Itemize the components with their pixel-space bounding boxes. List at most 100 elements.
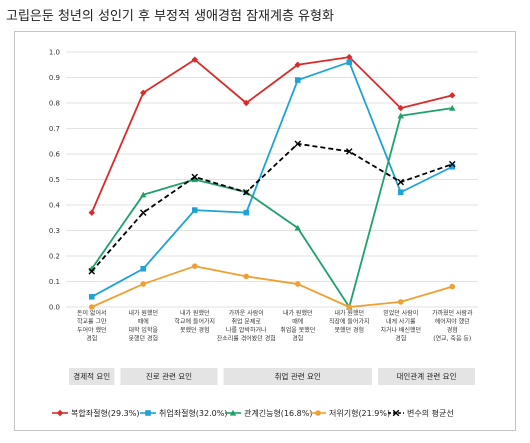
y-tick-label: 1.0 [49, 49, 60, 57]
series-group [88, 140, 456, 275]
data-point [140, 265, 147, 272]
data-point [345, 148, 353, 155]
data-point [315, 410, 321, 416]
data-point [139, 209, 147, 216]
series-group [88, 53, 456, 216]
y-tick-label: 0.6 [49, 151, 61, 159]
y-tick-label: 0.9 [49, 74, 60, 82]
legend: 복합좌절형(29.3%) 취업좌절형(32.0%) 관계긴능형(16.8%) 저위기형… [52, 408, 454, 418]
data-point [242, 188, 250, 196]
data-point [294, 224, 301, 231]
series-line [91, 61, 453, 298]
series-lines [88, 53, 456, 310]
chart-gridlines [66, 51, 478, 308]
legend-label: 복합좌절형(29.3%) [71, 409, 139, 418]
data-point [346, 53, 353, 61]
data-point [243, 99, 250, 107]
data-point [88, 209, 95, 216]
data-point [229, 409, 237, 416]
data-point [243, 209, 250, 216]
data-point [191, 263, 198, 270]
data-point [243, 273, 250, 280]
series-line [91, 142, 453, 272]
data-point [145, 410, 151, 416]
y-tick-label: 0.8 [49, 100, 60, 108]
y-tick-label: 0.0 [49, 304, 60, 312]
y-tick-label: 0.1 [49, 278, 60, 286]
category-group-box [120, 368, 218, 385]
data-point [392, 409, 400, 417]
y-tick-label: 0.7 [49, 125, 60, 133]
data-point [191, 56, 198, 63]
category-label: 대학 입학을 [128, 326, 158, 334]
series-group [88, 263, 456, 310]
category-label: 학교를 그만 [77, 318, 107, 326]
category-label: 내가 원했던 [180, 309, 210, 317]
data-point [346, 304, 353, 310]
y-tick-label: 0.3 [49, 227, 60, 235]
data-point [56, 409, 64, 417]
data-point [140, 191, 147, 198]
category-label: 가까웠던 사람과 [432, 309, 473, 317]
legend-item: 관계긴능형(16.8%) [225, 408, 312, 418]
legend-item: 취업좌절형(32.0%) [140, 409, 227, 418]
data-point [191, 176, 198, 183]
category-label: 믿었던 사람이 [383, 309, 418, 317]
series-group [88, 104, 456, 310]
category-label: 경험 [447, 326, 458, 334]
category-label: 경험 [395, 335, 406, 343]
legend-label: 저위기형(21.9%) [329, 409, 390, 418]
series-line [91, 107, 453, 308]
category-label: 돈이 없어서 [77, 309, 107, 317]
category-label: (연교, 죽음 등) [433, 335, 471, 343]
category-label: 헤어져야 했던 [435, 318, 470, 326]
category-label: 직장에 들어가지 [329, 318, 370, 326]
y-axis-ticks: 0.0 0.1 0.2 0.3 0.4 0.5 0.6 0.7 0.8 0.9 1.0 [49, 49, 61, 312]
series-line [90, 56, 453, 214]
category-groups: 경제적 요인 진로 관련 요인 취업 관련 요인 대인관계 관련 요인 [69, 368, 475, 385]
category-label: 때에 [292, 318, 303, 326]
data-point [191, 173, 199, 181]
category-label: 잔소리를 겪어봤던 경험 [217, 335, 276, 343]
data-point [191, 207, 198, 213]
data-point [140, 89, 147, 96]
data-point [448, 160, 456, 168]
category-group-label: 대인관계 관련 요인 [397, 371, 457, 381]
legend-item: 복합좌절형(29.3%) [52, 409, 139, 418]
data-point [294, 77, 301, 83]
y-tick-label: 0.5 [49, 176, 60, 184]
data-point [397, 189, 404, 196]
series-group [88, 59, 456, 300]
legend-item: 변수의 평균선 [388, 408, 454, 418]
category-label: 치거나 배신했던 [380, 326, 421, 334]
category-label: 내가 원했던 [334, 309, 364, 317]
data-point [88, 294, 95, 300]
category-group-box [69, 368, 115, 385]
category-label: 때에 [138, 318, 149, 326]
category-label: 내가 원했던 [283, 309, 313, 317]
series-line [91, 265, 453, 308]
data-point [346, 59, 353, 65]
data-point [88, 304, 95, 310]
data-point [397, 178, 405, 186]
category-label: 못했던 경험 [128, 335, 158, 343]
data-point [294, 61, 301, 68]
category-label: 경험 [86, 335, 97, 343]
category-group-label: 진로 관련 요인 [146, 371, 192, 381]
data-point [449, 283, 456, 290]
category-group-label: 경제적 요인 [73, 371, 110, 381]
category-group-box [223, 368, 372, 385]
y-tick-label: 0.4 [49, 202, 61, 210]
data-point [88, 268, 96, 275]
legend-label: 취업좌절형(32.0%) [159, 409, 227, 418]
data-point [449, 104, 456, 111]
data-point [397, 299, 404, 305]
category-label: 두어야 했던 [77, 326, 107, 334]
category-label: 못했던 경험 [180, 326, 210, 334]
data-point [397, 104, 404, 112]
category-label: 취업을 못했던 [280, 326, 315, 334]
category-label: 가까운 사람이 [229, 309, 264, 317]
category-label: 나를 압박하거나 [226, 326, 267, 334]
